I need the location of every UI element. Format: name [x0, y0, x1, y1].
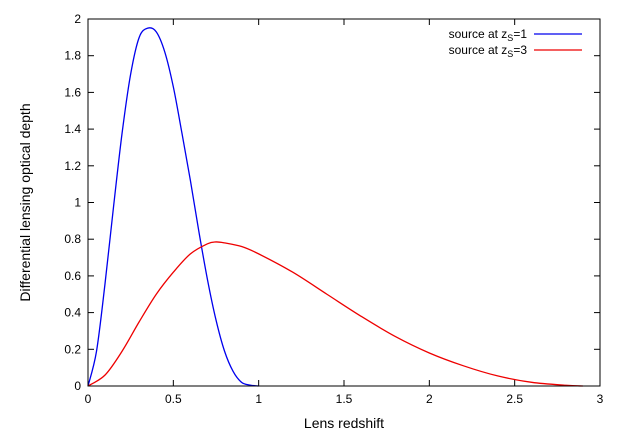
x-tick-label: 0.5 [165, 392, 182, 406]
legend-label-2: source at zS=3 [449, 43, 528, 59]
series-lines [87, 27, 583, 387]
y-tick-label: 1 [74, 196, 81, 210]
y-tick-label: 0.4 [64, 306, 81, 320]
axis-ticks [87, 18, 601, 387]
y-tick-label: 0.6 [64, 269, 81, 283]
y-tick-label: 1.2 [64, 159, 81, 173]
series-line-1 [87, 27, 259, 387]
y-tick-label: 1.4 [64, 122, 81, 136]
x-tick-label: 0 [85, 392, 92, 406]
y-tick-label: 2 [74, 12, 81, 26]
y-tick-label: 0.2 [64, 342, 81, 356]
x-tick-label: 1.5 [336, 392, 353, 406]
y-tick-label: 1.8 [64, 49, 81, 63]
y-tick-label: 0.8 [64, 232, 81, 246]
plot-frame [87, 18, 601, 387]
x-tick-label: 2.5 [506, 392, 523, 406]
x-tick-label: 2 [426, 392, 433, 406]
x-axis-title: Lens redshift [304, 415, 384, 431]
x-tick-label: 1 [255, 392, 262, 406]
y-axis-title: Differential lensing optical depth [17, 103, 33, 301]
axis-tick-labels: 0 0.5 1 1.5 2 2.5 3 0 0.2 0.4 0.6 0.8 1 1.2 1.4 1.6 1.8 2 [64, 12, 603, 406]
legend-label-1: source at zS=1 [449, 27, 528, 43]
y-tick-label: 1.6 [64, 85, 81, 99]
x-tick-label: 3 [597, 392, 604, 406]
series-line-2 [87, 241, 583, 387]
y-tick-label: 0 [74, 379, 81, 393]
